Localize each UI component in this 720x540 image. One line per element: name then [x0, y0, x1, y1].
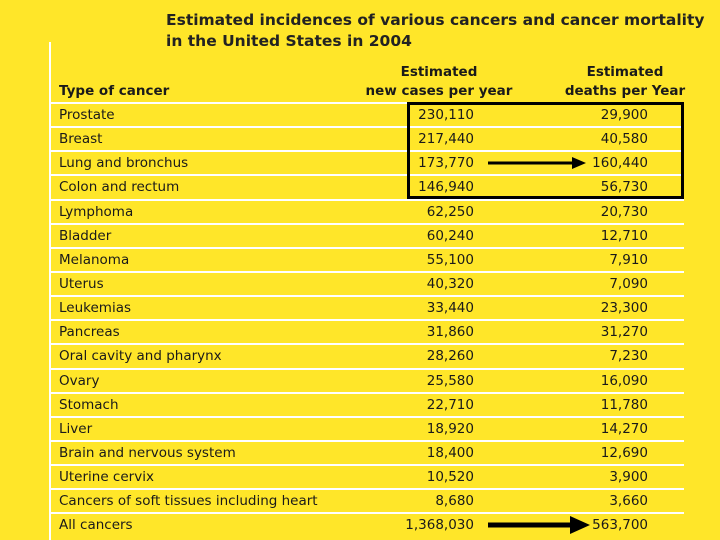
header-type-of-cancer: Type of cancer — [59, 83, 170, 99]
cell-deaths: 7,910 — [609, 251, 648, 268]
cell-new-cases: 60,240 — [426, 227, 474, 244]
cell-deaths: 3,900 — [609, 469, 648, 486]
cell-new-cases: 55,100 — [426, 251, 474, 268]
cell-cancer-type: Pancreas — [59, 324, 120, 341]
table-row: Stomach 22,710 11,780 — [51, 391, 684, 416]
cell-cancer-type: Uterine cervix — [59, 469, 154, 486]
cell-deaths: 12,690 — [600, 444, 648, 461]
header-cases-line-1: Estimated — [400, 64, 478, 80]
cell-cancer-type: Colon and rectum — [59, 179, 180, 196]
table-row: Bladder 60,240 12,710 — [51, 222, 684, 247]
cell-deaths: 40,580 — [600, 131, 648, 148]
table-row: Colon and rectum 146,940 56,730 — [51, 174, 684, 198]
cell-deaths: 160,440 — [592, 155, 648, 172]
table-row: Brain and nervous system 18,400 12,690 — [51, 439, 684, 464]
cell-deaths: 31,270 — [600, 324, 648, 341]
table-row: Uterine cervix 10,520 3,900 — [51, 464, 684, 488]
cell-cancer-type: Melanoma — [59, 251, 130, 268]
cell-deaths: 7,090 — [609, 275, 648, 292]
cell-new-cases: 1,368,030 — [405, 517, 474, 534]
table-header: Type of cancer Estimated new cases per y… — [51, 60, 691, 102]
cell-cancer-type: Lymphoma — [59, 203, 134, 220]
cell-deaths: 16,090 — [600, 372, 648, 389]
cell-cancer-type: Stomach — [59, 396, 119, 413]
cell-cancer-type: Brain and nervous system — [59, 444, 236, 461]
header-new-cases: Estimated new cases per year — [351, 63, 527, 101]
cell-new-cases: 62,250 — [426, 203, 474, 220]
cell-deaths: 12,710 — [600, 227, 648, 244]
table-row: Oral cavity and pharynx 28,260 7,230 — [51, 343, 684, 367]
cell-new-cases: 217,440 — [418, 131, 474, 148]
cell-cancer-type: All cancers — [59, 517, 133, 534]
header-deaths-line-2: deaths per Year — [564, 83, 686, 99]
table-row: Liver 18,920 14,270 — [51, 415, 684, 440]
table-row: Lung and bronchus 173,770 160,440 — [51, 150, 684, 174]
cell-deaths: 14,270 — [600, 420, 648, 437]
table-row: Breast 217,440 40,580 — [51, 126, 684, 150]
cell-cancer-type: Bladder — [59, 227, 112, 244]
cell-new-cases: 18,400 — [426, 444, 474, 461]
title-line-2: in the United States in 2004 — [166, 32, 412, 50]
cell-deaths: 56,730 — [600, 179, 648, 196]
cell-cancer-type: Prostate — [59, 107, 115, 123]
table-row: Prostate 230,110 29,900 — [51, 102, 684, 126]
cell-cancer-type: Breast — [59, 131, 103, 148]
table-row: All cancers 1,368,030 563,700 — [51, 512, 684, 536]
cell-new-cases: 18,920 — [426, 420, 474, 437]
cell-cancer-type: Leukemias — [59, 300, 131, 317]
cell-new-cases: 25,580 — [426, 372, 474, 389]
cell-new-cases: 8,680 — [435, 493, 474, 510]
cell-cancer-type: Oral cavity and pharynx — [59, 348, 222, 365]
cell-deaths: 11,780 — [600, 396, 648, 413]
header-deaths: Estimated deaths per Year — [559, 63, 691, 101]
cell-cancer-type: Cancers of soft tissues including heart — [59, 493, 318, 510]
cell-deaths: 3,660 — [609, 493, 648, 510]
cell-deaths: 20,730 — [600, 203, 648, 220]
page-title: Estimated incidences of various cancers … — [166, 10, 705, 52]
table-row: Cancers of soft tissues including heart 8… — [51, 488, 684, 512]
cell-new-cases: 230,110 — [418, 107, 474, 123]
cell-new-cases: 28,260 — [426, 348, 474, 365]
cell-deaths: 563,700 — [592, 517, 648, 534]
table-row: Melanoma 55,100 7,910 — [51, 246, 684, 271]
cell-cancer-type: Uterus — [59, 275, 104, 292]
cell-new-cases: 31,860 — [426, 324, 474, 341]
cell-new-cases: 33,440 — [426, 300, 474, 317]
title-line-1: Estimated incidences of various cancers … — [166, 11, 705, 29]
cell-deaths: 23,300 — [600, 300, 648, 317]
table-row: Leukemias 33,440 23,300 — [51, 295, 684, 319]
cancer-table: Prostate 230,110 29,900 Breast 217,440 40,580… — [51, 102, 684, 537]
cell-new-cases: 10,520 — [426, 469, 474, 486]
cell-new-cases: 40,320 — [426, 275, 474, 292]
table-row: Uterus 40,320 7,090 — [51, 270, 684, 295]
cell-deaths: 7,230 — [609, 348, 648, 365]
left-rule — [49, 42, 51, 540]
cell-deaths: 29,900 — [600, 107, 648, 123]
cell-cancer-type: Lung and bronchus — [59, 155, 189, 172]
table-row: Ovary 25,580 16,090 — [51, 367, 684, 392]
cell-cancer-type: Ovary — [59, 372, 100, 389]
table-row: Pancreas 31,860 31,270 — [51, 319, 684, 343]
table-row: Lymphoma 62,250 20,730 — [51, 198, 684, 223]
header-cases-line-2: new cases per year — [365, 83, 513, 99]
cell-new-cases: 146,940 — [418, 179, 474, 196]
cell-new-cases: 173,770 — [418, 155, 474, 172]
header-deaths-line-1: Estimated — [586, 64, 664, 80]
cell-cancer-type: Liver — [59, 420, 93, 437]
cell-new-cases: 22,710 — [426, 396, 474, 413]
